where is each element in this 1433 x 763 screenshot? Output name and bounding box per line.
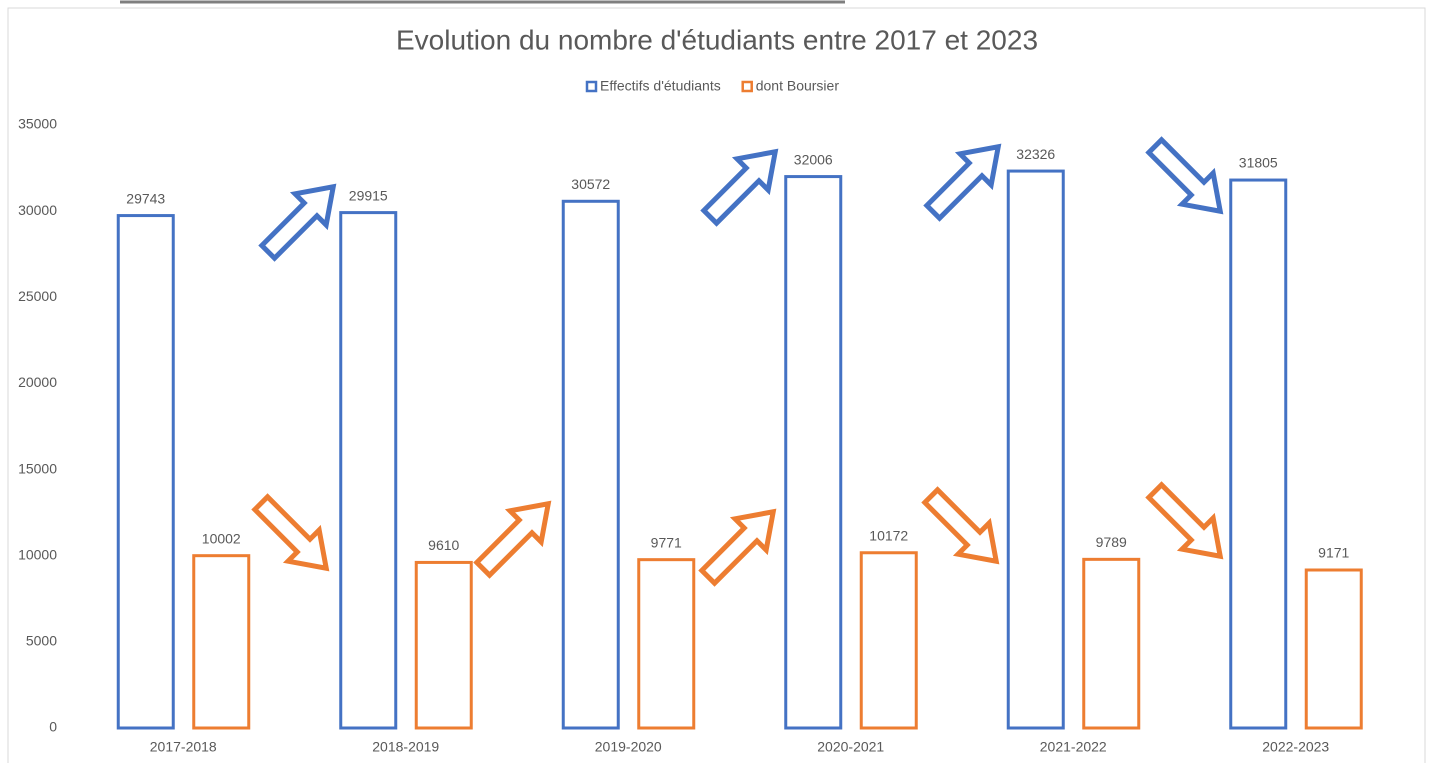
data-label: 9610 xyxy=(428,537,459,553)
data-label: 30572 xyxy=(571,176,610,192)
bar xyxy=(784,175,843,730)
y-tick-label: 5000 xyxy=(26,633,57,649)
bar xyxy=(339,211,398,730)
y-tick-label: 25000 xyxy=(18,288,57,304)
legend-label: Effectifs d'étudiants xyxy=(600,78,721,94)
decorative-arrows xyxy=(251,136,1224,587)
data-label: 9771 xyxy=(651,534,682,550)
y-tick-label: 0 xyxy=(49,719,57,735)
x-tick-label: 2021-2022 xyxy=(1040,739,1107,755)
bar xyxy=(192,554,251,730)
data-label: 31805 xyxy=(1239,155,1278,171)
bar xyxy=(637,558,696,730)
data-label: 9789 xyxy=(1096,534,1127,550)
x-tick-label: 2018-2019 xyxy=(372,739,439,755)
arrow xyxy=(473,500,552,579)
arrow xyxy=(698,508,777,587)
data-label: 10002 xyxy=(202,530,241,546)
data-label: 32326 xyxy=(1016,146,1055,162)
legend-swatch xyxy=(741,80,753,93)
data-label: 29743 xyxy=(126,190,165,206)
bar xyxy=(1229,178,1288,730)
arrow xyxy=(700,148,779,227)
bar xyxy=(414,560,473,730)
y-tick-label: 10000 xyxy=(18,546,57,562)
chart-title: Evolution du nombre d'étudiants entre 20… xyxy=(396,24,1038,55)
bar xyxy=(1006,169,1065,730)
bar xyxy=(1082,557,1141,730)
legend-swatch xyxy=(585,80,598,93)
arrow xyxy=(1145,136,1224,215)
bar xyxy=(1304,568,1363,730)
x-tick-label: 2020-2021 xyxy=(817,739,884,755)
data-label: 29915 xyxy=(349,187,388,203)
x-tick-label: 2022-2023 xyxy=(1262,739,1329,755)
arrow xyxy=(258,183,337,262)
bar xyxy=(561,199,620,730)
arrow xyxy=(251,493,330,572)
data-label: 10172 xyxy=(869,527,908,543)
y-tick-label: 30000 xyxy=(18,202,57,218)
y-tick-label: 15000 xyxy=(18,460,57,476)
x-tick-label: 2017-2018 xyxy=(150,739,217,755)
arrow xyxy=(1145,481,1224,560)
y-tick-label: 35000 xyxy=(18,116,57,132)
arrow xyxy=(921,486,1000,565)
x-tick-label: 2019-2020 xyxy=(595,739,662,755)
y-tick-label: 20000 xyxy=(18,374,57,390)
legend-label: dont Boursier xyxy=(756,78,840,94)
bar xyxy=(116,214,175,730)
data-label: 32006 xyxy=(794,151,833,167)
data-label: 9171 xyxy=(1318,545,1349,561)
bar xyxy=(859,551,918,730)
arrow xyxy=(923,143,1002,222)
